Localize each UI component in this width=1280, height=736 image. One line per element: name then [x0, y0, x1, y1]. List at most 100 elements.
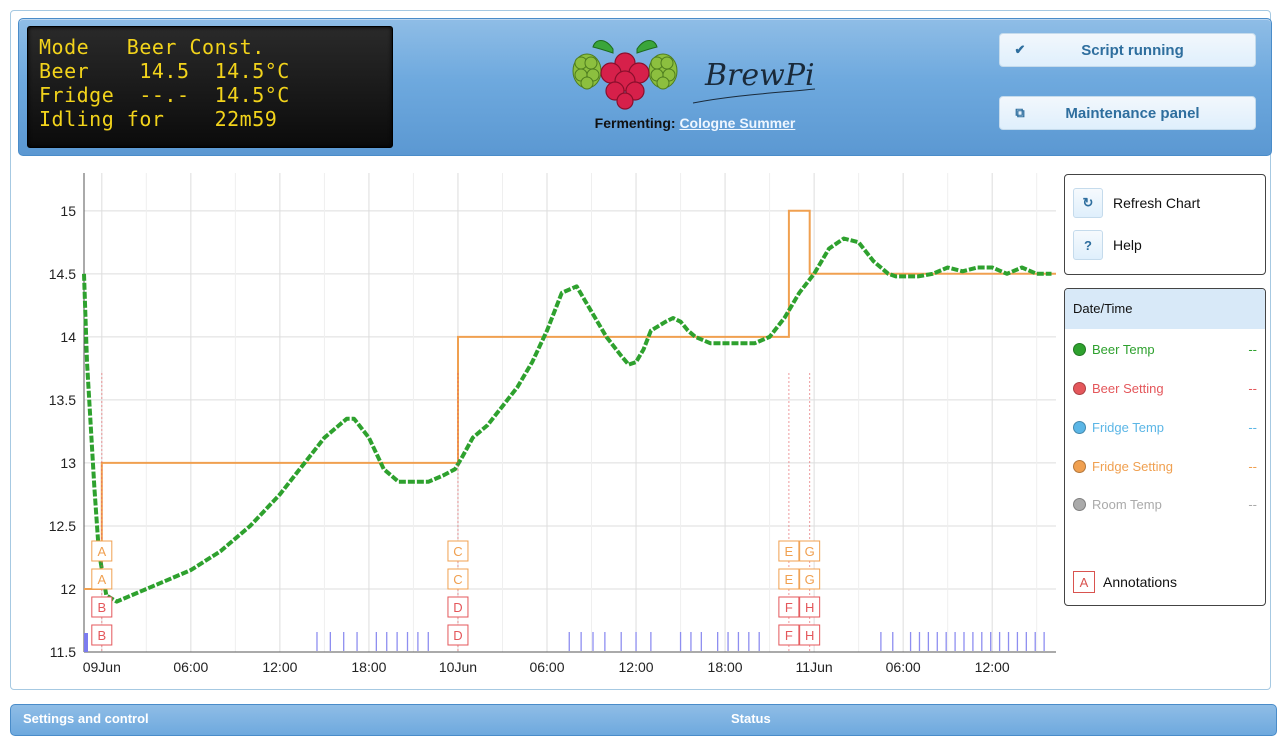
x-axis: 09Jun 06:00 12:00 18:00 10Jun 06:00 12:00 18:00… — [83, 651, 1056, 675]
legend-item[interactable]: Beer Temp -- — [1073, 339, 1257, 359]
y-tick-label: 12.5 — [49, 518, 76, 534]
y-tick-label: 11.5 — [50, 644, 76, 660]
bottom-tabs: Settings and control Status — [10, 704, 1277, 736]
legend-item[interactable]: Fridge Temp -- — [1073, 417, 1257, 437]
x-tick-label: 11Jun — [796, 659, 833, 675]
event-marks — [84, 632, 1045, 652]
annotation-marker — [91, 540, 113, 562]
y-tick-label: 12 — [60, 581, 76, 597]
refresh-chart-button[interactable]: ↻ Refresh Chart — [1073, 188, 1200, 218]
legend-label: Fridge Temp — [1092, 419, 1165, 435]
beer-name-link[interactable]: Cologne Summer — [679, 115, 796, 131]
legend-label: Beer Setting — [1092, 380, 1164, 396]
script-status-button[interactable]: ✔ Script running — [999, 33, 1256, 67]
annotation-letter: A — [97, 572, 106, 587]
annotation-letter: B — [97, 628, 106, 643]
annotation-letter: B — [97, 600, 106, 615]
fermenting-label: Fermenting: Cologne Summer — [575, 115, 815, 131]
x-tick-label: 06:00 — [173, 659, 208, 675]
annotation-letter: E — [785, 572, 794, 587]
annotation-letter: C — [453, 572, 462, 587]
lcd-line-state: Idling for 22m59 — [39, 107, 278, 131]
y-axis: 11.5 12 12.5 13 13.5 14 14.5 15 — [49, 173, 85, 660]
x-tick-label: 06:00 — [886, 659, 921, 675]
check-icon: ✔ — [1014, 42, 1026, 57]
header-bar: Mode Beer Const. Beer 14.5 14.5°C Fridge… — [18, 18, 1272, 156]
annotation-marker — [778, 596, 800, 618]
maintenance-panel-label: Maintenance panel — [1065, 104, 1200, 122]
beer-temp-line — [82, 236, 1052, 604]
legend-datetime: Date/Time — [1065, 289, 1265, 329]
annotation-marker — [799, 540, 821, 562]
annotation-marker — [799, 596, 821, 618]
legend-item[interactable]: Fridge Setting -- — [1073, 456, 1257, 476]
annotation-letter: D — [453, 628, 462, 643]
x-tick-label: 06:00 — [529, 659, 564, 675]
x-tick-label: 18:00 — [351, 659, 386, 675]
annotation-letter: H — [805, 628, 814, 643]
temperature-chart[interactable]: 11.5 12 12.5 13 13.5 14 14.5 15 09Jun 06:00 12:00… — [20, 165, 1060, 680]
annotation-marker — [91, 624, 113, 646]
legend-item[interactable]: Beer Setting -- — [1073, 378, 1257, 398]
chart-controls: ↻ Refresh Chart ? Help — [1064, 174, 1266, 275]
maintenance-panel-button[interactable]: ⧉ Maintenance panel — [999, 96, 1256, 130]
y-tick-label: 15 — [60, 203, 76, 219]
annotation-letter: G — [805, 572, 815, 587]
annotation-letter: F — [785, 628, 793, 643]
legend-label: Beer Temp — [1092, 341, 1155, 357]
annotation-marker — [91, 568, 113, 590]
window-icon: ⧉ — [1015, 105, 1025, 120]
chart-grid — [84, 173, 1056, 653]
legend-label: Fridge Setting — [1092, 458, 1173, 474]
annotation-marker — [447, 540, 469, 562]
legend-dot-icon — [1073, 459, 1086, 473]
help-button[interactable]: ? Help — [1073, 230, 1142, 260]
fermenting-prefix: Fermenting: — [594, 115, 676, 131]
legend-item[interactable]: Room Temp -- — [1073, 494, 1257, 514]
legend-value: -- — [1248, 380, 1257, 396]
annotation-marker — [778, 568, 800, 590]
raspberry-logo-icon: BrewPi — [572, 40, 816, 110]
event-block — [84, 633, 88, 652]
x-tick-label: 10Jun — [439, 659, 477, 675]
brewpi-logo: BrewPi — [565, 33, 825, 113]
x-tick-label: 12:00 — [619, 659, 654, 675]
annotations-label: Annotations — [1103, 574, 1177, 590]
annotation-letter: C — [453, 544, 462, 559]
chart-legend: Date/Time Beer Temp -- Beer Setting -- Fridg… — [1064, 288, 1266, 606]
annotation-letter: D — [453, 600, 462, 615]
annotations-toggle[interactable]: A Annotations — [1073, 571, 1177, 593]
script-status-label: Script running — [1081, 41, 1184, 59]
legend-value: -- — [1248, 419, 1257, 435]
annotation-letter: F — [785, 600, 793, 615]
annotation-marker — [799, 624, 821, 646]
refresh-chart-label: Refresh Chart — [1113, 195, 1201, 211]
lcd-line-fridge: Fridge --.- 14.5°C — [39, 83, 290, 107]
legend-dot-icon — [1073, 342, 1086, 356]
x-tick-label: 18:00 — [708, 659, 743, 675]
annotation-marker — [91, 596, 113, 618]
y-tick-label: 14 — [60, 329, 76, 345]
annotation-marker — [447, 624, 469, 646]
lcd-display: Mode Beer Const. Beer 14.5 14.5°C Fridge… — [27, 26, 393, 148]
legend-value: -- — [1248, 496, 1257, 512]
brewpi-logo-text: BrewPi — [704, 58, 815, 93]
annotation-marker — [778, 540, 800, 562]
annotation-letter: A — [97, 544, 106, 559]
annotation-marker — [799, 568, 821, 590]
help-label: Help — [1113, 237, 1142, 253]
x-tick-label: 12:00 — [975, 659, 1010, 675]
annotation-icon: A — [1073, 571, 1095, 593]
legend-dot-icon — [1073, 497, 1086, 511]
legend-value: -- — [1248, 458, 1257, 474]
x-tick-label: 09Jun — [83, 659, 121, 675]
annotation-marker — [778, 624, 800, 646]
y-tick-label: 13 — [60, 455, 76, 471]
annotation-letter: H — [805, 600, 814, 615]
chart-series — [82, 209, 1056, 604]
legend-dot-icon — [1073, 381, 1086, 395]
annotation-marker — [447, 596, 469, 618]
y-tick-label: 14.5 — [49, 266, 76, 282]
annotation-marker — [447, 568, 469, 590]
